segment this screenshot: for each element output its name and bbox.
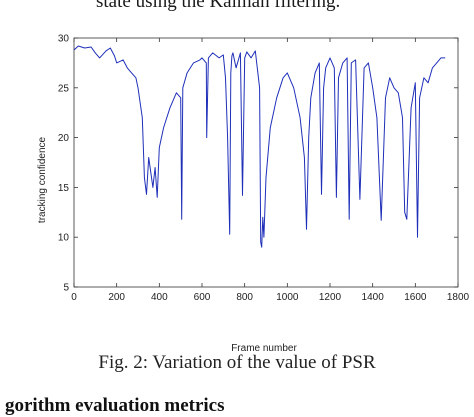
x-tick-label: 1800 bbox=[447, 292, 470, 303]
body-text-top: state using the Kalman filtering. bbox=[96, 0, 341, 12]
y-tick-label: 30 bbox=[58, 34, 70, 45]
x-tick-label: 400 bbox=[151, 292, 168, 303]
figure-caption: Fig. 2: Variation of the value of PSR bbox=[98, 352, 376, 373]
x-axis-label: Frame number bbox=[231, 343, 297, 352]
y-tick-label: 10 bbox=[58, 233, 70, 244]
y-tick-label: 20 bbox=[58, 133, 70, 144]
axis-labels: Frame number tracking confidence bbox=[37, 136, 297, 352]
plot-frame bbox=[73, 37, 459, 288]
series-line bbox=[73, 45, 446, 248]
x-tick-label: 200 bbox=[108, 292, 125, 303]
x-tick-label: 1000 bbox=[276, 292, 299, 303]
y-tick-label: 25 bbox=[58, 83, 70, 94]
y-tick-label: 15 bbox=[58, 183, 70, 194]
x-tick-label: 800 bbox=[236, 292, 253, 303]
x-tick-label: 1600 bbox=[404, 292, 427, 303]
y-axis-label: tracking confidence bbox=[37, 136, 48, 223]
x-tick-label: 1400 bbox=[362, 292, 385, 303]
section-heading-partial: gorithm evaluation metrics bbox=[5, 395, 225, 416]
x-tick-label: 600 bbox=[194, 292, 211, 303]
plot-area: 0 200 400 600 800 1000 1200 1400 1600 1800 5 10 15 20… bbox=[58, 34, 470, 304]
chart: 0 200 400 600 800 1000 1200 1400 1600 1800 5 10 15 20… bbox=[37, 34, 470, 353]
y-tick-label: 5 bbox=[63, 283, 69, 294]
x-tick-label: 1200 bbox=[319, 292, 342, 303]
x-tick-label: 0 bbox=[71, 292, 77, 303]
